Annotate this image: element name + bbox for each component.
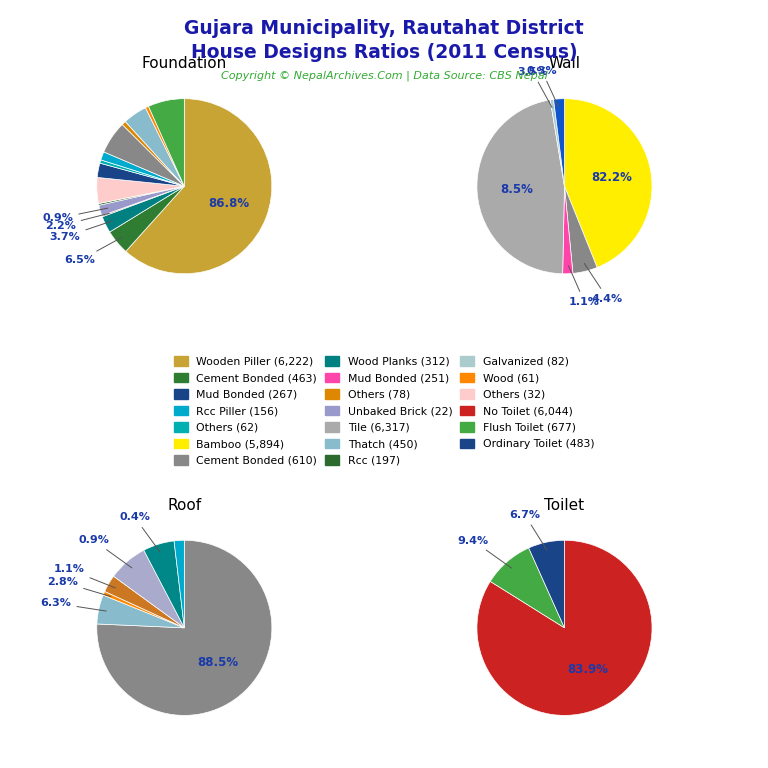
Wedge shape [102, 187, 184, 232]
Wedge shape [554, 99, 564, 187]
Wedge shape [102, 187, 184, 217]
Wedge shape [126, 99, 272, 273]
Wedge shape [100, 160, 184, 187]
Text: 6.3%: 6.3% [41, 598, 106, 611]
Wedge shape [104, 124, 184, 187]
Wedge shape [550, 99, 564, 187]
Text: 6.5%: 6.5% [65, 237, 123, 265]
Title: Roof: Roof [167, 498, 201, 513]
Text: 0.9%: 0.9% [78, 535, 132, 568]
Wedge shape [477, 100, 564, 273]
Wedge shape [104, 576, 184, 628]
Wedge shape [101, 152, 184, 187]
Text: 86.8%: 86.8% [209, 197, 250, 210]
Wedge shape [144, 541, 184, 628]
Wedge shape [145, 106, 184, 187]
Text: 6.7%: 6.7% [509, 510, 547, 550]
Wedge shape [110, 187, 184, 251]
Wedge shape [103, 591, 184, 628]
Wedge shape [97, 177, 184, 204]
Text: 1.1%: 1.1% [568, 266, 600, 306]
Wedge shape [174, 541, 184, 628]
Text: 2.2%: 2.2% [45, 214, 109, 231]
Text: 8.5%: 8.5% [500, 184, 533, 196]
Title: Toilet: Toilet [545, 498, 584, 513]
Wedge shape [97, 595, 184, 628]
Wedge shape [564, 187, 598, 273]
Text: 9.4%: 9.4% [458, 536, 511, 568]
Text: 83.9%: 83.9% [568, 664, 608, 677]
Wedge shape [99, 187, 184, 216]
Text: 82.2%: 82.2% [591, 170, 632, 184]
Wedge shape [114, 550, 184, 628]
Title: Wall: Wall [548, 57, 581, 71]
Wedge shape [122, 121, 184, 187]
Wedge shape [98, 163, 184, 187]
Wedge shape [490, 548, 564, 628]
Wedge shape [148, 99, 184, 187]
Text: 2.8%: 2.8% [48, 578, 111, 597]
Text: Gujara Municipality, Rautahat District
House Designs Ratios (2011 Census): Gujara Municipality, Rautahat District H… [184, 19, 584, 61]
Text: 4.4%: 4.4% [584, 263, 623, 303]
Wedge shape [97, 541, 272, 715]
Title: Foundation: Foundation [141, 57, 227, 71]
Text: Copyright © NepalArchives.Com | Data Source: CBS Nepal: Copyright © NepalArchives.Com | Data Sou… [220, 71, 548, 81]
Text: 1.1%: 1.1% [54, 564, 115, 588]
Text: 0.9%: 0.9% [42, 208, 108, 223]
Wedge shape [564, 99, 652, 267]
Wedge shape [528, 541, 564, 628]
Wedge shape [98, 187, 184, 205]
Text: 88.5%: 88.5% [197, 656, 238, 669]
Wedge shape [125, 108, 184, 187]
Text: 0.3%: 0.3% [527, 66, 558, 107]
Text: 0.4%: 0.4% [119, 512, 160, 552]
Legend: Wooden Piller (6,222), Cement Bonded (463), Mud Bonded (267), Rcc Piller (156), : Wooden Piller (6,222), Cement Bonded (46… [171, 354, 597, 468]
Wedge shape [477, 541, 652, 715]
Wedge shape [563, 187, 573, 273]
Text: 3.5%: 3.5% [518, 67, 552, 108]
Text: 3.7%: 3.7% [50, 221, 112, 242]
